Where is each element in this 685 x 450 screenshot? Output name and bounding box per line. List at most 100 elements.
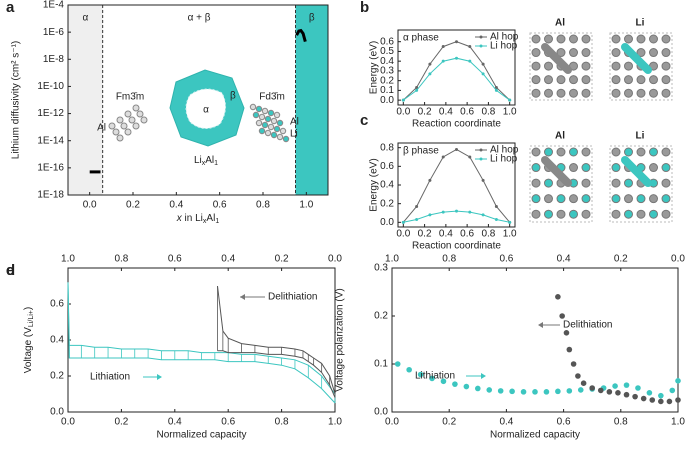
atom — [581, 61, 591, 71]
atom — [273, 125, 281, 133]
beta-region — [295, 5, 328, 195]
data-point — [440, 378, 447, 385]
atom — [636, 48, 646, 58]
phase-label: α — [82, 13, 88, 24]
series-line — [217, 285, 336, 395]
atom — [544, 209, 553, 219]
data-point — [441, 210, 445, 214]
y-tick-label: 0.3 — [374, 263, 388, 274]
data-point — [555, 388, 561, 395]
relaxed-line — [67, 282, 336, 395]
atom — [556, 147, 566, 157]
x-tick-label: 0.8 — [275, 417, 289, 428]
x-tick-label: 1.0 — [671, 417, 685, 428]
plot-title: β phase — [403, 146, 439, 157]
cell-box — [609, 145, 673, 223]
data-point — [481, 213, 485, 217]
y-tick-label: 0.0 — [380, 95, 394, 106]
atom — [264, 115, 272, 123]
atom — [624, 178, 633, 188]
data-point — [441, 155, 445, 159]
data-point — [468, 45, 472, 49]
y-axis-label: Energy (eV) — [369, 41, 380, 94]
atom — [581, 75, 591, 85]
data-point — [468, 59, 472, 63]
y-tick-label: 1E-8 — [43, 54, 65, 65]
data-point — [640, 395, 647, 402]
data-point — [455, 56, 458, 60]
annotation: Delithiation — [268, 292, 317, 303]
structure-label: Al — [555, 18, 565, 29]
atom — [581, 163, 591, 173]
space-group: Fd3̄m — [259, 92, 285, 103]
data-point — [508, 220, 512, 224]
atom — [544, 75, 553, 85]
data-point — [649, 397, 656, 403]
label-part: x — [176, 213, 183, 224]
data-point — [486, 387, 493, 393]
atom — [267, 123, 275, 131]
atom — [249, 103, 257, 111]
atom — [276, 119, 284, 127]
y-tick-label: 0.3 — [380, 66, 394, 77]
data-point — [428, 72, 432, 76]
x-axis-label: x in LixAl1 — [176, 213, 220, 226]
atom — [611, 178, 621, 188]
atom — [611, 88, 621, 98]
atom — [636, 34, 646, 44]
x-tick-label: 0.8 — [481, 229, 495, 240]
data-point — [580, 380, 587, 387]
atom — [116, 116, 124, 124]
atom — [661, 194, 671, 204]
atom — [636, 88, 646, 98]
atom — [636, 209, 646, 219]
legend-label: Li hop — [490, 41, 518, 52]
atom — [531, 147, 541, 157]
series-line — [295, 28, 307, 42]
atom — [132, 104, 140, 112]
x2-tick-label: 0.0 — [671, 254, 685, 265]
data-point — [441, 59, 445, 63]
atom — [136, 110, 144, 118]
data-point — [441, 45, 445, 49]
data-point — [612, 383, 618, 389]
x2-tick-label: 0.8 — [114, 254, 128, 265]
atom — [261, 121, 269, 129]
label-part: ) — [23, 307, 34, 310]
x2-tick-label: 0.6 — [499, 254, 513, 265]
data-point — [520, 389, 527, 395]
x-axis-label: Reaction coordinate — [412, 241, 501, 252]
y-tick-label: 1E-10 — [37, 81, 64, 92]
atom — [581, 48, 591, 58]
y-axis-label: Lithium diffusivity (cm² s⁻¹) — [11, 41, 22, 159]
atom — [569, 147, 578, 157]
atom — [264, 129, 272, 137]
data-point — [566, 388, 573, 394]
atom — [531, 88, 541, 98]
atom — [624, 61, 633, 71]
atom — [120, 122, 128, 130]
atom — [531, 209, 541, 219]
y-tick-label: 0.4 — [380, 56, 394, 67]
legend-marker — [479, 44, 483, 48]
series-line — [67, 282, 336, 404]
data-point — [559, 313, 565, 319]
hop-path — [541, 43, 572, 74]
data-point — [401, 98, 405, 102]
data-point — [494, 88, 498, 92]
data-point — [632, 393, 638, 400]
data-point — [428, 213, 432, 217]
y-tick-label: 0.5 — [380, 46, 394, 57]
data-point — [494, 85, 498, 89]
data-point — [606, 389, 613, 395]
y-tick-label: 0.0 — [380, 217, 394, 228]
atom — [649, 209, 658, 219]
data-point — [428, 62, 432, 66]
atom — [624, 34, 633, 44]
core-label: α — [203, 105, 209, 116]
data-point — [481, 72, 485, 76]
legend-marker — [479, 35, 483, 39]
x-tick-label: 0.6 — [221, 417, 235, 428]
x-tick-label: 0.6 — [460, 107, 474, 118]
